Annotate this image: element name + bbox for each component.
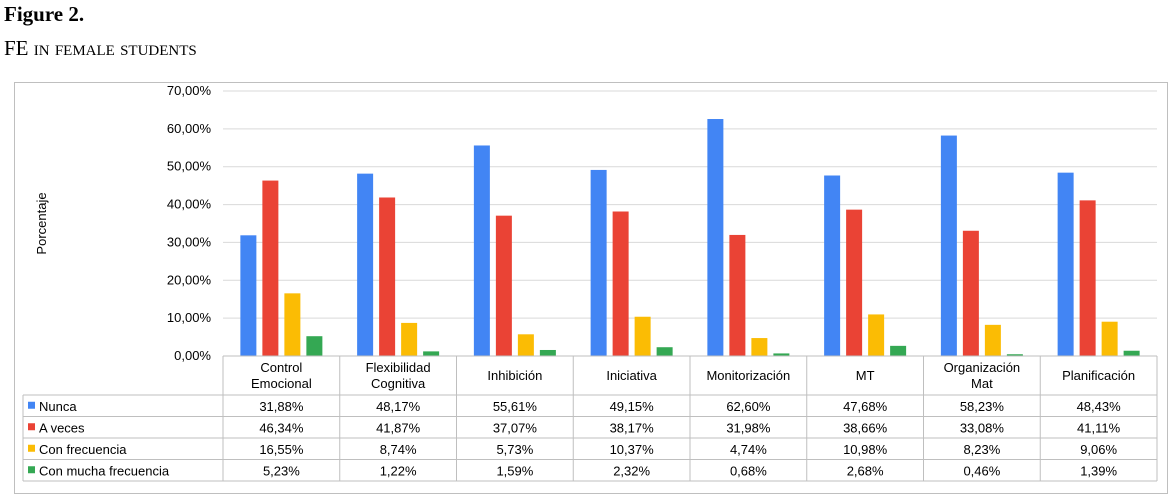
y-tick-label: 40,00% [167, 197, 212, 212]
data-label: 5,73% [496, 442, 533, 457]
data-label: 38,66% [843, 420, 888, 435]
y-tick-label: 10,00% [167, 310, 212, 325]
bar [495, 215, 512, 356]
y-tick-label: 60,00% [167, 121, 212, 136]
y-axis-label: Porcentaje [34, 192, 49, 254]
data-label: 0,68% [730, 463, 767, 478]
bar [612, 211, 629, 356]
data-label: 2,32% [613, 463, 650, 478]
y-tick-label: 20,00% [167, 272, 212, 287]
bar [940, 135, 957, 356]
data-label: 33,08% [960, 420, 1005, 435]
data-label: 8,23% [963, 442, 1000, 457]
data-label: 10,98% [843, 442, 888, 457]
data-label: 1,59% [496, 463, 533, 478]
data-label: 9,06% [1080, 442, 1117, 457]
bar [262, 180, 279, 356]
figure-caption: FE in female students [4, 36, 197, 60]
bar [379, 197, 396, 356]
x-tick-label: Control [260, 360, 302, 375]
data-label: 58,23% [960, 399, 1005, 414]
y-tick-label: 50,00% [167, 159, 212, 174]
data-label: 4,74% [730, 442, 767, 457]
bar [868, 314, 885, 356]
data-label: 47,68% [843, 399, 888, 414]
bar [751, 338, 768, 356]
data-label: 55,61% [493, 399, 538, 414]
bar [473, 145, 490, 356]
x-tick-label: Mat [971, 376, 993, 391]
bar [1101, 321, 1118, 356]
bar [423, 351, 440, 356]
data-label: 2,68% [847, 463, 884, 478]
x-tick-label: Flexibilidad [366, 360, 431, 375]
bar [240, 235, 257, 356]
x-tick-label: Emocional [251, 376, 312, 391]
data-label: 48,43% [1077, 399, 1122, 414]
bar [1057, 172, 1074, 356]
bar [729, 234, 746, 356]
data-label: 62,60% [726, 399, 771, 414]
data-label: 0,46% [963, 463, 1000, 478]
legend-swatch [28, 444, 35, 452]
x-tick-label: Organización [944, 360, 1021, 375]
y-tick-label: 70,00% [167, 83, 212, 98]
legend-label: Con mucha frecuencia [39, 463, 170, 478]
data-label: 10,37% [610, 442, 655, 457]
figure-title: Figure 2. [4, 2, 85, 26]
bar [656, 347, 673, 356]
data-label: 41,87% [376, 420, 421, 435]
legend-swatch [28, 466, 35, 474]
data-label: 31,88% [259, 399, 304, 414]
data-label: 5,23% [263, 463, 300, 478]
bar [984, 324, 1001, 356]
bar [1123, 350, 1140, 356]
y-tick-label: 30,00% [167, 234, 212, 249]
data-label: 1,22% [380, 463, 417, 478]
bar [590, 169, 607, 356]
legend-swatch [28, 423, 35, 431]
data-label: 31,98% [726, 420, 771, 435]
data-label: 46,34% [259, 420, 304, 435]
bar-chart: 0,00% 10,00% 20,00% 30,00% 40,00% 50,00% 60,00… [22, 83, 1158, 482]
x-tick-label: Monitorización [706, 368, 790, 383]
bar [401, 322, 418, 356]
legend-label: A veces [39, 420, 85, 435]
bar [517, 334, 534, 356]
x-tick-label: Iniciativa [606, 368, 657, 383]
bar [284, 293, 301, 356]
data-label: 16,55% [259, 442, 304, 457]
bar [1079, 200, 1096, 356]
data-label: 38,17% [610, 420, 655, 435]
bar [846, 209, 863, 356]
data-label: 37,07% [493, 420, 538, 435]
legend-label: Con frecuencia [39, 442, 127, 457]
bar [357, 173, 374, 356]
bar [539, 349, 556, 356]
bar [824, 175, 841, 356]
bar [634, 316, 651, 356]
legend-swatch [28, 401, 35, 409]
chart-frame: 0,00% 10,00% 20,00% 30,00% 40,00% 50,00% 60,00… [14, 82, 1168, 494]
y-tick-label: 0,00% [174, 348, 211, 363]
bar [1006, 354, 1023, 356]
data-label: 41,11% [1077, 420, 1121, 435]
x-tick-label: MT [856, 368, 875, 383]
bar [306, 336, 323, 356]
x-tick-label: Inhibición [487, 368, 542, 383]
bar [962, 230, 979, 356]
legend-label: Nunca [39, 399, 77, 414]
data-label: 49,15% [610, 399, 655, 414]
data-label: 48,17% [376, 399, 421, 414]
x-tick-label: Cognitiva [371, 376, 426, 391]
data-label: 8,74% [380, 442, 417, 457]
data-label: 1,39% [1080, 463, 1117, 478]
bar [707, 119, 724, 356]
x-tick-label: Planificación [1062, 368, 1135, 383]
bar [890, 345, 907, 356]
bar [773, 353, 790, 356]
